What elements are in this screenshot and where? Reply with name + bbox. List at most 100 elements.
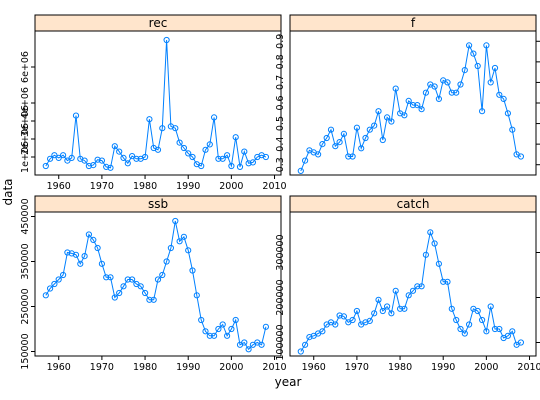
y-tick-label: 4e+06 [20,87,31,119]
data-point-rec [94,156,101,163]
data-point-rec [189,153,196,161]
data-point-ssb [163,258,170,265]
plot-frame-catch [289,211,537,357]
data-point-rec [249,159,256,166]
y-tick-label: 0.5 [275,116,286,131]
data-point-ssb [81,253,88,260]
data-point-catch [418,283,425,290]
data-point-catch [375,296,382,303]
data-point-catch [517,339,525,346]
data-point-catch [319,328,326,335]
data-point-f [496,91,503,98]
data-point-catch [353,307,360,315]
data-point-catch [409,287,417,294]
y-tick-label: 200000 [275,279,286,315]
y-tick-label: 150000 [20,333,31,369]
data-point-f [500,95,507,103]
plot-frame-f [289,30,537,176]
data-point-ssb [241,339,248,346]
data-point-rec [241,148,248,155]
y-tick-label: 0.9 [275,34,286,49]
data-point-f [448,89,455,96]
x-tick-label: 1970 [345,362,369,373]
data-point-ssb [185,247,192,254]
x-tick-label: 1990 [431,362,455,373]
data-point-catch [435,260,442,267]
data-point-f [431,83,438,90]
data-point-f [315,151,322,158]
data-point-rec [81,157,88,164]
data-point-ssb [150,296,157,303]
data-point-ssb [180,233,187,240]
data-point-ssb [202,328,209,335]
data-point-f [409,102,417,109]
data-point-catch [388,310,395,317]
data-point-ssb [211,332,218,339]
data-point-rec [232,134,239,141]
data-point-f [349,153,356,160]
data-point-f [479,108,486,115]
data-point-ssb [124,276,131,283]
series-line-f [300,43,522,172]
data-point-catch [448,305,455,312]
data-point-rec [172,125,179,132]
y-tick-label: 250000 [20,288,31,324]
data-point-ssb [189,267,196,274]
data-point-ssb [47,285,54,292]
data-point-ssb [219,321,226,328]
data-point-rec [129,153,136,160]
data-point-catch [461,330,468,337]
data-point-f [336,139,343,146]
data-point-catch [509,328,516,335]
data-point-f [474,62,481,70]
data-point-rec [163,36,170,44]
x-tick-label: 2010 [262,181,286,192]
data-point-f [297,167,304,174]
data-point-rec [103,163,110,170]
data-point-catch [444,278,451,285]
data-point-ssb [142,289,149,297]
data-point-catch [496,325,503,333]
data-point-ssb [245,346,252,353]
data-point-rec [180,144,187,152]
data-point-f [414,102,421,109]
data-point-ssb [167,244,174,252]
data-point-catch [491,325,499,333]
data-point-f [384,114,391,121]
data-point-catch [453,316,460,324]
y-tick-label: 0.3 [275,157,286,172]
data-point-rec [107,164,114,171]
data-point-ssb [258,341,265,348]
data-point-f [353,124,360,131]
series-line-ssb [45,220,267,351]
data-point-f [392,85,399,92]
data-point-f [517,153,525,160]
data-point-rec [60,152,67,159]
data-point-rec [215,155,222,162]
data-point-ssb [159,271,166,279]
x-axis-label: year [275,375,302,389]
data-point-rec [159,125,166,132]
strip-label-catch: catch [397,197,430,211]
data-point-ssb [232,316,239,324]
data-point-f [327,126,335,133]
data-point-rec [185,150,192,157]
data-point-catch [457,325,464,333]
data-point-rec [64,157,71,164]
data-point-ssb [60,271,67,279]
data-point-catch [401,305,408,312]
y-axis-label: data [1,178,15,205]
x-tick-label: 1960 [47,181,71,192]
data-point-f [371,122,378,129]
data-point-rec [146,116,153,123]
data-point-ssb [72,251,80,258]
x-tick-label: 1990 [176,181,200,192]
data-point-f [366,126,373,133]
data-point-catch [384,303,391,310]
data-point-ssb [51,280,58,288]
y-tick-label: 0.6 [275,95,286,110]
data-point-ssb [64,249,71,256]
data-point-f [302,157,309,164]
